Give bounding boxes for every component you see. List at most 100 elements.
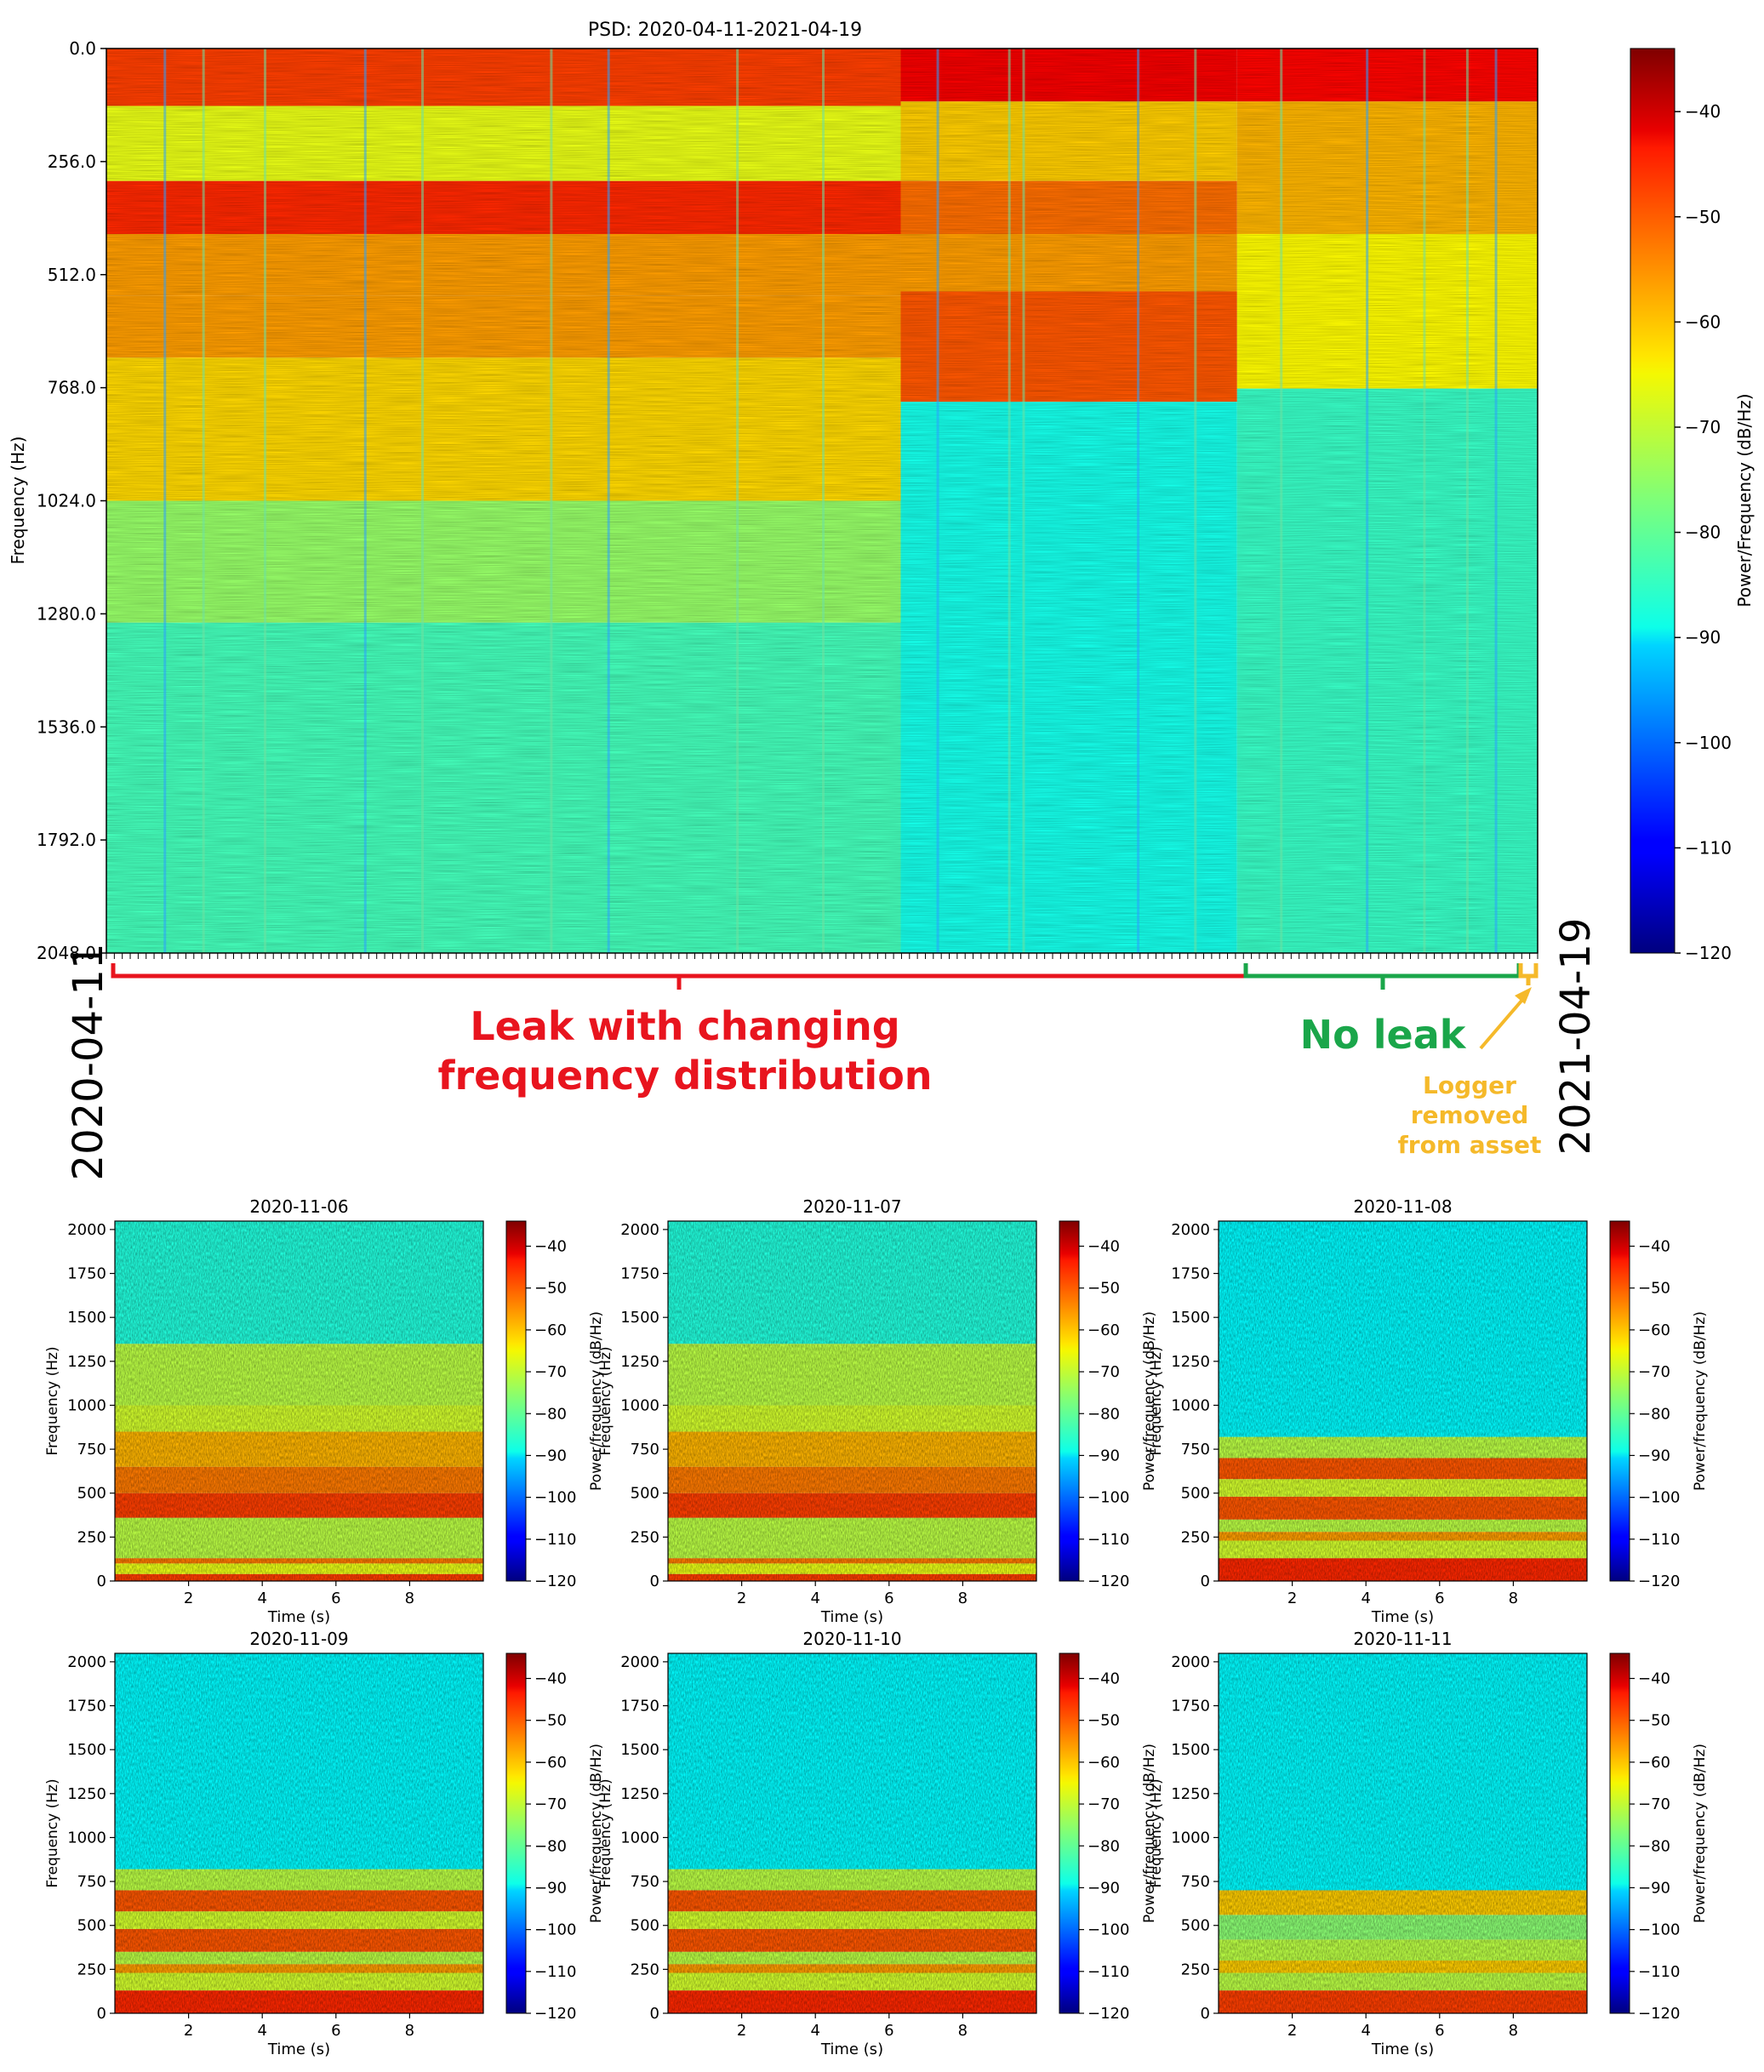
spectrogram-frame: [667, 1652, 1037, 2014]
spectrogram-colorbar-tick-label: −90: [534, 1447, 567, 1464]
spectrogram-y-tick-label: 1500: [1171, 1741, 1210, 1759]
main-y-tick-label: 2048.0: [37, 943, 96, 963]
logger-label-line1: Logger: [1423, 1071, 1516, 1099]
spectrogram-y-tick-label: 2000: [620, 1653, 659, 1671]
spectrogram-x-tick-label: 8: [405, 1590, 414, 1607]
spectrogram-colorbar-tick-label: −70: [1638, 1795, 1670, 1813]
main-streak-12: [1137, 49, 1140, 953]
spectrogram-x-tick-label: 4: [257, 2022, 266, 2040]
spectrogram-y-tick-label: 500: [1181, 1917, 1210, 1935]
spectrogram-colorbar-label: Power/frequency (dB/Hz): [588, 1744, 605, 1923]
spectrogram-texture: [1219, 1221, 1587, 1581]
spectrogram-y-tick-label: 1750: [1171, 1265, 1210, 1283]
spectrogram-y-tick-label: 250: [1181, 1961, 1210, 1978]
main-streak-0: [163, 49, 167, 953]
spectrogram-colorbar: [1609, 1220, 1630, 1582]
main-streak-8: [822, 49, 825, 953]
spectrogram-y-tick-label: 0: [1201, 1573, 1210, 1590]
spectrogram-y-tick-label: 750: [631, 1441, 659, 1458]
spectrogram-colorbar-tick-label: −70: [534, 1363, 567, 1381]
spectrogram-texture: [668, 1221, 1036, 1581]
no-leak-label: No leak: [1300, 1012, 1467, 1058]
spectrogram-y-tick-label: 0: [650, 2005, 659, 2023]
spectrogram-panel-1: 2020-11-06 0 250 500 750 1000 1250 1500 1750 2000…: [44, 1196, 605, 1626]
spectrogram-colorbar-label: Power/frequency (dB/Hz): [1692, 1311, 1709, 1491]
spectrogram-x-tick-label: 2: [1287, 2022, 1297, 2040]
spectrogram-title: 2020-11-11: [1353, 1629, 1452, 1649]
spectrogram-colorbar-tick-label: −50: [1088, 1280, 1120, 1298]
leak-label-line1: Leak with changing: [470, 1003, 899, 1049]
main-colorbar-tick-label: −100: [1685, 733, 1732, 753]
spectrogram-colorbar-tick-label: −50: [1088, 1712, 1120, 1730]
spectrogram-y-tick-label: 1500: [67, 1741, 106, 1759]
spectrogram-y-tick-label: 750: [1181, 1441, 1210, 1458]
spectrogram-colorbar-tick-label: −80: [1088, 1405, 1120, 1423]
spectrogram-y-tick-label: 2000: [1171, 1221, 1210, 1239]
main-streak-4: [421, 49, 425, 953]
spectrogram-y-tick-label: 1000: [1171, 1829, 1210, 1847]
spectrogram-y-label: Frequency (Hz): [1148, 1346, 1165, 1455]
spectrogram-colorbar-tick-label: −80: [1638, 1405, 1670, 1423]
spectrogram-y-tick-label: 750: [631, 1873, 659, 1891]
spectrogram-y-tick-label: 750: [77, 1441, 106, 1458]
spectrogram-colorbar-tick-label: −90: [1088, 1879, 1120, 1897]
main-colorbar-tick-label: −90: [1685, 627, 1721, 648]
spectrogram-y-tick-label: 750: [77, 1873, 106, 1891]
spectrogram-y-tick-label: 0: [650, 1573, 659, 1590]
spectrogram-y-tick-label: 1250: [1171, 1353, 1210, 1371]
spectrogram-colorbar-tick-label: −70: [1088, 1795, 1120, 1813]
spectrogram-colorbar-tick-label: −110: [1638, 1531, 1680, 1549]
spectrogram-title: 2020-11-07: [802, 1196, 901, 1217]
spectrogram-y-tick-label: 1250: [67, 1785, 106, 1803]
spectrogram-colorbar: [1059, 1220, 1080, 1582]
main-streak-7: [736, 49, 739, 953]
spectrogram-y-label: Frequency (Hz): [44, 1778, 61, 1887]
main-streak-14: [1280, 49, 1283, 953]
spectrogram-colorbar-tick-label: −110: [534, 1963, 576, 1981]
spectrogram-colorbar-tick-label: −90: [1638, 1447, 1670, 1464]
spectrogram-x-label: Time (s): [820, 1608, 883, 1626]
main-streak-1: [202, 49, 205, 953]
spectrogram-x-label: Time (s): [1371, 2041, 1434, 2058]
spectrogram-colorbar-tick-label: −100: [1088, 1489, 1129, 1507]
spectrogram-x-tick-label: 6: [331, 2022, 340, 2040]
spectrogram-y-tick-label: 500: [77, 1917, 106, 1935]
spectrogram-frame: [114, 1220, 484, 1582]
spectrogram-y-tick-label: 1750: [1171, 1698, 1210, 1715]
spectrogram-frame: [667, 1220, 1037, 1582]
spectrogram-colorbar-label: Power/frequency (dB/Hz): [588, 1311, 605, 1491]
main-streak-15: [1366, 49, 1369, 953]
spectrogram-y-label: Frequency (Hz): [1148, 1778, 1165, 1887]
spectrogram-colorbar-tick-label: −40: [1638, 1238, 1670, 1256]
spectrogram-colorbar-tick-label: −80: [534, 1405, 567, 1423]
date-start-label: 2020-04-11: [65, 944, 112, 1181]
spectrogram-y-tick-label: 1750: [620, 1698, 659, 1715]
spectrogram-texture: [668, 1653, 1036, 2013]
spectrogram-y-tick-label: 750: [1181, 1873, 1210, 1891]
spectrogram-y-tick-label: 0: [97, 1573, 106, 1590]
daily-spectrograms: 2020-11-06025050075010001250150017502000…: [44, 1196, 1709, 2058]
main-psd-chart: PSD: 2020-04-11-2021-04-19 0.0 256.0 512.0…: [8, 20, 1755, 1180]
main-streak-5: [550, 49, 553, 953]
spectrogram-y-tick-label: 500: [77, 1485, 106, 1503]
spectrogram-colorbar: [505, 1652, 527, 2014]
main-heatmap: [106, 49, 1538, 953]
spectrogram-y-label: Frequency (Hz): [44, 1346, 61, 1455]
spectrogram-y-tick-label: 250: [1181, 1528, 1210, 1546]
spectrogram-y-label: Frequency (Hz): [597, 1778, 614, 1887]
spectrogram-y-tick-label: 1000: [1171, 1396, 1210, 1414]
spectrogram-panel-4: 2020-11-09 0 250 500 750 1000 1250 1500 1750 2000…: [44, 1629, 605, 2058]
main-colorbar-tick-label: −80: [1685, 522, 1721, 543]
spectrogram-x-tick-label: 8: [1509, 1590, 1518, 1607]
spectrogram-y-tick-label: 1500: [620, 1741, 659, 1759]
spectrogram-x-tick-label: 8: [1509, 2022, 1518, 2040]
spectrogram-colorbar-tick-label: −60: [1638, 1754, 1670, 1772]
logger-label-line2: removed: [1411, 1101, 1529, 1129]
spectrogram-colorbar-tick-label: −60: [1088, 1321, 1120, 1339]
spectrogram-colorbar-tick-label: −40: [534, 1238, 567, 1256]
spectrogram-panel-2: 2020-11-07 0 250 500 750 1000 1250 1500 1750 2000…: [597, 1196, 1158, 1626]
main-y-axis-label: Frequency (Hz): [8, 437, 28, 565]
spectrogram-colorbar-tick-label: −100: [1638, 1489, 1680, 1507]
spectrogram-colorbar-tick-label: −110: [1638, 1963, 1680, 1981]
spectrogram-y-tick-label: 250: [77, 1961, 106, 1978]
